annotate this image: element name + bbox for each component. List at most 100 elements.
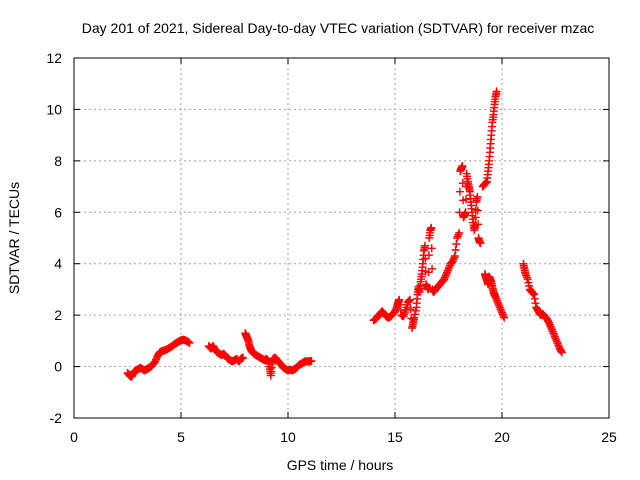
- data-point: [424, 251, 433, 260]
- data-point: [482, 178, 491, 187]
- y-tick-label: 12: [46, 50, 62, 66]
- data-point: [530, 290, 539, 299]
- data-point: [531, 299, 540, 308]
- data-point: [473, 206, 482, 215]
- data-point: [449, 255, 458, 264]
- data-point: [458, 162, 467, 170]
- data-point: [557, 347, 566, 356]
- chart-title: Day 201 of 2021, Sidereal Day-to-day VTE…: [82, 20, 595, 36]
- data-point: [428, 264, 437, 273]
- data-point: [552, 337, 561, 346]
- y-tick-label: 10: [46, 101, 62, 117]
- data-point: [494, 300, 503, 308]
- data-point: [493, 296, 502, 305]
- data-point: [492, 294, 501, 303]
- x-tick-label: 25: [601, 429, 617, 445]
- data-point: [441, 271, 450, 280]
- data-point: [545, 318, 554, 327]
- data-point: [451, 246, 460, 254]
- data-point: [524, 278, 533, 287]
- data-point: [481, 179, 490, 188]
- data-point: [491, 293, 500, 302]
- data-point: [523, 275, 532, 284]
- y-tick-label: 2: [54, 307, 62, 323]
- data-point: [495, 301, 504, 310]
- data-point: [498, 308, 506, 317]
- data-point: [440, 273, 449, 282]
- data-point: [263, 355, 272, 364]
- y-tick-label: 8: [54, 153, 62, 169]
- data-point: [239, 353, 248, 362]
- data-point: [445, 263, 454, 272]
- data-point: [529, 289, 538, 298]
- x-tick-label: 0: [70, 429, 78, 445]
- data-point: [152, 355, 161, 364]
- data-point: [411, 306, 420, 315]
- data-point: [497, 306, 506, 315]
- data-point: [421, 254, 430, 263]
- data-point: [499, 312, 508, 320]
- data-point: [448, 257, 457, 266]
- y-tick-label: 4: [54, 256, 62, 272]
- data-point: [395, 295, 404, 304]
- data-point: [427, 223, 436, 232]
- data-point: [551, 334, 560, 343]
- data-point: [127, 372, 136, 381]
- data-point: [525, 282, 534, 290]
- data-point: [522, 271, 531, 280]
- data-point: [406, 305, 415, 314]
- data-point: [424, 268, 433, 277]
- x-tick-label: 10: [280, 429, 296, 445]
- y-tick-label: 0: [54, 359, 62, 375]
- data-point: [547, 325, 556, 334]
- y-tick-label: -2: [50, 410, 63, 426]
- y-tick-label: 6: [54, 204, 62, 220]
- data-point: [455, 187, 464, 196]
- x-tick-label: 20: [494, 429, 510, 445]
- data-point: [554, 341, 563, 350]
- data-point: [548, 327, 557, 336]
- data-point: [492, 87, 501, 96]
- data-point: [547, 324, 556, 332]
- data-point: [474, 220, 483, 229]
- plot-frame: [73, 57, 610, 419]
- data-point: [151, 357, 160, 366]
- data-point: [453, 232, 462, 241]
- data-points: [123, 87, 566, 381]
- data-point: [454, 230, 463, 239]
- data-point: [528, 288, 537, 297]
- data-point: [455, 228, 464, 237]
- data-point: [530, 294, 539, 303]
- data-point: [443, 268, 452, 277]
- data-point: [549, 329, 558, 338]
- data-point: [546, 322, 555, 331]
- data-point: [521, 270, 530, 278]
- data-point: [500, 313, 509, 322]
- data-point: [550, 332, 559, 341]
- data-point: [498, 310, 507, 319]
- data-point: [444, 264, 453, 273]
- data-point: [420, 241, 429, 250]
- data-point: [405, 296, 414, 305]
- data-point: [473, 192, 482, 201]
- x-tick-labels: 0 5 10 15 20 25: [70, 429, 617, 445]
- data-point: [557, 348, 566, 357]
- data-point: [443, 266, 452, 275]
- data-point: [471, 213, 480, 222]
- x-tick-label: 15: [387, 429, 403, 445]
- data-point: [395, 300, 404, 309]
- data-point: [471, 205, 480, 214]
- data-point: [450, 253, 459, 262]
- data-point: [410, 313, 419, 322]
- data-point: [495, 303, 504, 312]
- data-point: [461, 195, 470, 204]
- data-point: [391, 307, 399, 316]
- data-point: [493, 298, 502, 307]
- data-point: [404, 297, 413, 306]
- data-point: [450, 252, 459, 260]
- axis-ticks: [73, 57, 610, 419]
- data-point: [442, 270, 451, 278]
- x-axis-title: GPS time / hours: [287, 457, 394, 473]
- data-point: [552, 336, 561, 344]
